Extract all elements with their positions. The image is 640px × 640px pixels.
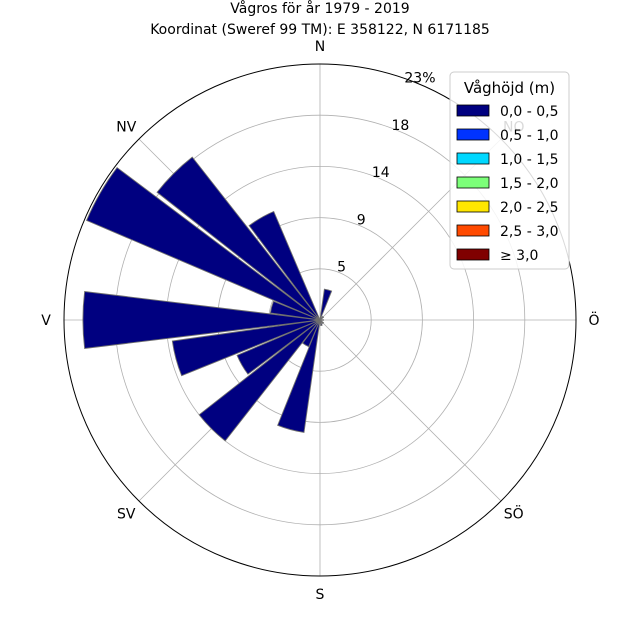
sector-bar: [319, 315, 325, 321]
chart-subtitle: Koordinat (Sweref 99 TM): E 358122, N 61…: [150, 22, 490, 38]
legend-entry-label: 1,0 - 1,5: [500, 152, 558, 168]
legend-entry-label: 2,0 - 2,5: [500, 200, 558, 216]
legend-entry-label: 0,0 - 0,5: [500, 104, 558, 120]
legend-entry-label: 2,5 - 3,0: [500, 224, 558, 240]
sector-bar: [85, 166, 321, 321]
legend-entry-label: 0,5 - 1,0: [500, 128, 558, 144]
direction-label: NV: [116, 119, 136, 135]
direction-label: Ö: [588, 311, 599, 329]
legend-entry-label: ≥ 3,0: [500, 248, 538, 264]
legend-swatch: [456, 224, 490, 237]
sector-bar: [82, 291, 321, 349]
sector-bar: [277, 319, 321, 433]
chart-title: Vågros för år 1979 - 2019: [230, 0, 409, 17]
legend-swatch: [456, 128, 490, 141]
radial-tick-label: 5: [337, 260, 346, 276]
radial-tick-label: 9: [357, 212, 366, 228]
sector-bar: [156, 156, 321, 321]
radial-tick-label: 23%: [404, 70, 435, 86]
radial-tick-label: 14: [372, 165, 390, 181]
axis-labels: NNOÖSÖSSVVNV59141823%: [41, 39, 599, 603]
legend: Våghöjd (m) 0,0 - 0,5 0,5 - 1,0 1,0 - 1,5 1,…: [449, 71, 570, 270]
legend-swatch: [456, 104, 490, 117]
sector-bar: [171, 319, 321, 377]
direction-label: V: [41, 313, 51, 329]
sector-bar: [269, 300, 321, 321]
outer-ring: [63, 63, 577, 577]
legend-swatch: [456, 176, 490, 189]
legend-swatch: [456, 152, 490, 165]
direction-label: SV: [117, 507, 136, 523]
direction-label: SÖ: [504, 505, 524, 523]
sector-bar: [198, 319, 321, 442]
sector-bars: [82, 156, 333, 442]
direction-label: N: [315, 39, 325, 55]
sector-bar: [319, 319, 324, 321]
direction-label: S: [316, 587, 325, 603]
sector-bar: [319, 319, 325, 325]
legend-box: [449, 71, 570, 270]
legend-title: Våghöjd (m): [464, 79, 555, 97]
sector-bar: [248, 210, 321, 321]
sector-bar: [236, 319, 321, 375]
legend-swatch: [456, 200, 490, 213]
radial-tick-label: 18: [391, 118, 409, 134]
legend-entry-label: 1,5 - 2,0: [500, 176, 558, 192]
sector-bar: [319, 288, 333, 321]
sector-bar: [301, 319, 321, 348]
radial-gridline: [319, 319, 502, 502]
legend-swatch: [456, 248, 490, 261]
